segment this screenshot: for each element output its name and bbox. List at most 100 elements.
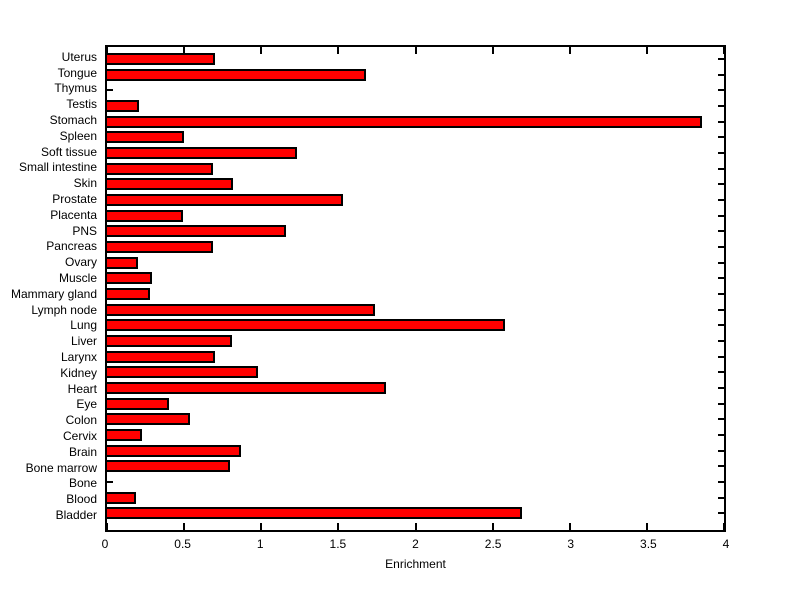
y-tick-right [718, 73, 724, 76]
bar-row [107, 161, 724, 177]
bar-row [107, 443, 724, 459]
bar-muscle [107, 272, 152, 285]
y-tick-right [718, 104, 724, 107]
bar-row [107, 114, 724, 130]
bar-colon [107, 413, 191, 426]
bar-ovary [107, 256, 138, 269]
y-tick-right [718, 433, 724, 436]
bar-brain [107, 444, 242, 457]
y-tick-right [718, 512, 724, 515]
y-tick-right [718, 371, 724, 374]
x-tick-bottom [645, 523, 648, 530]
y-tick-right [718, 57, 724, 60]
y-tick-right [718, 261, 724, 264]
bar-stomach [107, 115, 703, 128]
x-tick-label-0.5: 0.5 [174, 537, 191, 551]
bar-row [107, 302, 724, 318]
bar-bladder [107, 507, 522, 520]
x-tick-top [568, 47, 571, 54]
x-tick-top [106, 47, 108, 54]
x-axis-title: Enrichment [385, 557, 446, 571]
x-tick-top [260, 47, 263, 54]
bar-soft-tissue [107, 146, 297, 159]
bar-placenta [107, 209, 183, 222]
bar-row [107, 411, 724, 427]
bar-row [107, 270, 724, 286]
x-tick-bottom [260, 523, 263, 530]
y-tick-right [718, 496, 724, 499]
x-tick-bottom [106, 523, 108, 530]
y-tick-right [718, 136, 724, 139]
bar-row [107, 98, 724, 114]
y-label-prostate: Prostate [52, 192, 97, 207]
y-label-pancreas: Pancreas [46, 239, 97, 254]
bar-row [107, 145, 724, 161]
bar-heart [107, 381, 387, 394]
y-tick-right [718, 402, 724, 405]
bar-testis [107, 99, 140, 112]
y-label-lung: Lung [70, 318, 97, 333]
y-label-mammary-gland: Mammary gland [10, 286, 97, 301]
x-tick-top [645, 47, 648, 54]
bar-row [107, 427, 724, 443]
bar-row [107, 286, 724, 302]
bar-spleen [107, 131, 185, 144]
bar-blood [107, 491, 137, 504]
y-tick-right [718, 355, 724, 358]
bar-liver [107, 334, 232, 347]
y-label-liver: Liver [70, 334, 97, 349]
bar-mammary-gland [107, 287, 151, 300]
y-label-soft-tissue: Soft tissue [40, 144, 97, 159]
y-tick-right [718, 418, 724, 421]
y-tick-right [718, 89, 724, 92]
y-tick-right [718, 324, 724, 327]
bar-row [107, 129, 724, 145]
x-tick-label-0: 0 [101, 537, 109, 551]
bar-bone-marrow [107, 460, 231, 473]
bar-row [107, 458, 724, 474]
x-tick-bottom [337, 523, 340, 530]
y-label-ovary: Ovary [64, 255, 97, 270]
y-tick-right [718, 308, 724, 311]
bar-row [107, 364, 724, 380]
bar-row [107, 176, 724, 192]
bar-pancreas [107, 240, 214, 253]
bar-row [107, 505, 724, 521]
y-label-brain: Brain [68, 444, 97, 459]
y-tick-right [718, 183, 724, 186]
bar-small-intestine [107, 162, 214, 175]
y-label-bladder: Bladder [55, 508, 97, 522]
bar-pns [107, 225, 286, 238]
y-tick-right [718, 167, 724, 170]
x-tick-label-3: 3 [567, 537, 575, 551]
y-tick-right [718, 120, 724, 123]
y-label-stomach: Stomach [49, 113, 97, 128]
y-tick-right [718, 449, 724, 452]
bar-row [107, 380, 724, 396]
bar-prostate [107, 193, 343, 206]
bars-container [107, 51, 724, 521]
y-tick-right [718, 480, 724, 483]
bar-row [107, 349, 724, 365]
bar-tongue [107, 68, 367, 81]
y-label-colon: Colon [65, 413, 97, 428]
y-label-bone: Bone [68, 476, 97, 491]
y-tick-right [718, 245, 724, 248]
y-label-bone-marrow: Bone marrow [25, 460, 97, 475]
y-tick-right [718, 339, 724, 342]
x-tick-top [491, 47, 494, 54]
bar-row [107, 490, 724, 506]
y-tick-right [718, 465, 724, 468]
y-tick-right [718, 230, 724, 233]
bar-row [107, 192, 724, 208]
y-label-tongue: Tongue [57, 65, 97, 80]
y-label-eye: Eye [76, 397, 97, 412]
x-tick-label-4: 4 [722, 537, 730, 551]
y-tick-right [718, 198, 724, 201]
x-tick-label-1.5: 1.5 [329, 537, 347, 551]
y-label-blood: Blood [66, 492, 97, 507]
y-axis-labels: Uterus Tongue Thymus Testis Stomach Spleen Sof… [0, 45, 101, 532]
x-tick-top [337, 47, 340, 54]
y-label-muscle: Muscle [58, 271, 97, 286]
